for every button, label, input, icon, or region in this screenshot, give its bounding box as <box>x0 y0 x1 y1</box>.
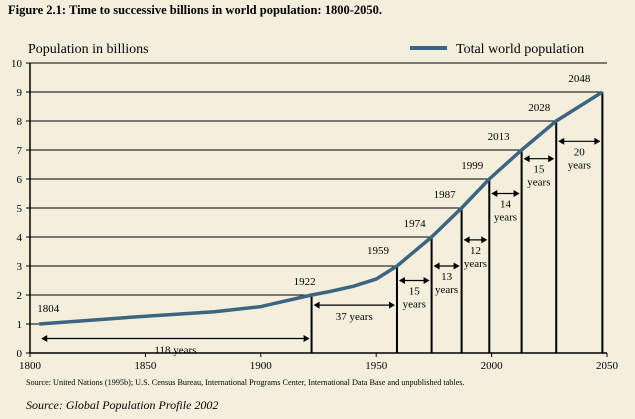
y-tick-label: 2 <box>17 290 23 302</box>
milestone-label: 2013 <box>488 131 511 143</box>
interval-label: 15 <box>533 164 545 176</box>
interval-label: years <box>403 299 426 311</box>
interval-label: 12 <box>470 245 481 257</box>
interval-label: years <box>568 159 591 171</box>
milestone-label: 1959 <box>367 245 390 257</box>
y-tick-label: 10 <box>11 58 23 70</box>
interval-arrowhead <box>491 190 498 197</box>
y-axis-label: Population in billions <box>28 42 149 57</box>
interval-arrowhead <box>453 262 460 270</box>
interval-arrowhead <box>303 335 310 342</box>
y-tick-label: 9 <box>17 87 23 99</box>
x-tick-label: 1850 <box>134 360 157 372</box>
x-tick-label: 1800 <box>19 360 42 372</box>
interval-arrowhead <box>463 236 470 244</box>
legend-label: Total world population <box>456 42 584 57</box>
y-tick-label: 4 <box>17 232 23 244</box>
interval-label: 20 <box>574 146 586 158</box>
interval-label: years <box>527 177 550 189</box>
interval-label: years <box>464 258 487 270</box>
figure-title: Figure 2.1: Time to successive billions … <box>8 3 382 17</box>
interval-label: 37 years <box>336 311 373 323</box>
interval-arrowhead <box>423 277 430 284</box>
x-tick-label: 1950 <box>365 360 388 372</box>
y-tick-label: 0 <box>17 348 23 360</box>
y-tick-label: 8 <box>17 116 23 128</box>
x-tick-label: 1900 <box>250 360 273 372</box>
interval-arrowhead <box>523 155 530 163</box>
y-tick-label: 7 <box>17 145 23 157</box>
interval-label: 15 <box>409 286 421 298</box>
interval-arrowhead <box>513 190 520 197</box>
milestone-label: 2048 <box>568 73 591 85</box>
interval-arrowhead <box>548 155 555 163</box>
series-line-total-world-population <box>39 90 604 326</box>
x-tick-label: 2000 <box>481 360 504 372</box>
interval-arrowhead <box>481 236 488 244</box>
interval-label: 14 <box>500 199 512 211</box>
y-tick-label: 1 <box>17 319 23 331</box>
interval-label: 13 <box>441 271 453 283</box>
x-tick-label: 2050 <box>596 360 619 372</box>
milestone-label: 1974 <box>404 218 427 230</box>
interval-arrowhead <box>313 301 320 309</box>
interval-arrowhead <box>41 335 48 342</box>
interval-arrowhead <box>398 277 405 284</box>
milestone-label: 1987 <box>434 189 457 201</box>
interval-arrowhead <box>558 137 565 145</box>
source-credit: Source: Global Population Profile 2002 <box>26 398 219 412</box>
interval-arrowhead <box>388 301 395 309</box>
milestone-label: 1804 <box>37 303 60 315</box>
y-tick-label: 6 <box>17 174 23 186</box>
milestone-label: 1922 <box>294 276 316 288</box>
interval-label: 118 years <box>154 345 196 357</box>
milestone-label: 2028 <box>528 102 551 114</box>
source-note: Source: United Nations (1995b); U.S. Cen… <box>26 378 465 387</box>
milestone-label: 1999 <box>461 160 484 172</box>
interval-label: years <box>494 212 517 224</box>
interval-arrowhead <box>433 262 440 270</box>
interval-arrowhead <box>594 137 601 145</box>
interval-label: years <box>435 284 458 296</box>
y-tick-label: 3 <box>17 261 23 273</box>
y-tick-label: 5 <box>17 203 23 215</box>
